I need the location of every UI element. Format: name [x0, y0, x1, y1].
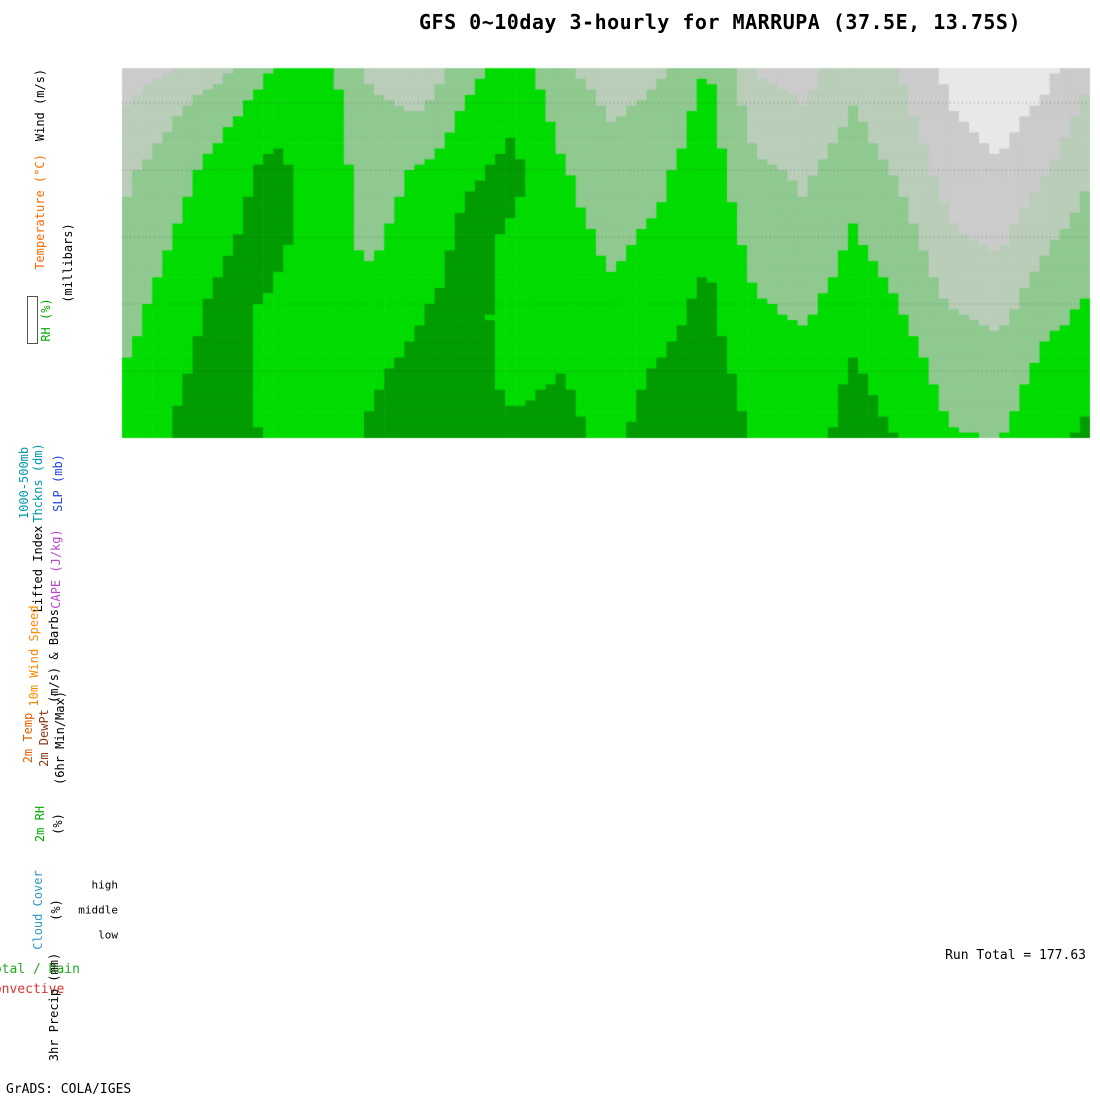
chart-title: GFS 0~10day 3-hourly for MARRUPA (37.5E,… [419, 10, 1021, 34]
cloud-row-label-low: low [98, 928, 118, 942]
cloud-row-label-high: high [91, 878, 119, 892]
y-axis-label-wind: Wind (m/s) [33, 68, 47, 142]
y-axis-label-rh: RH (%) [39, 298, 53, 342]
y-axis-label-cape: CAPE (J/kg) [49, 529, 63, 609]
y-axis-label-thickness-1: 1000-500mb [17, 446, 31, 520]
y-axis-label-cloud-pct: (%) [49, 899, 63, 921]
y-axis-label-3hr-precip: 3hr Precip (mm) [47, 952, 61, 1062]
y-axis-label-wind10-barbs: (m/s) & Barbs [47, 609, 61, 703]
y-axis-label-wind10-speed: 10m Wind Speed [27, 605, 41, 707]
y-axis-label-minmax: (6hr Min/Max) [53, 691, 67, 785]
y-axis-label-lifted-index: Lifted Index [31, 525, 45, 613]
legend-convective: Convective [0, 982, 65, 997]
y-axis-label-2m-rh-pct: (%) [51, 813, 65, 835]
legend-total-rain: Total / Rain [0, 962, 80, 977]
y-axis-label-millibars: (millibars) [61, 223, 75, 303]
run-total-text: Run Total = 177.63 [945, 948, 1086, 963]
grads-credit: GrADS: COLA/IGES [6, 1082, 132, 1097]
y-axis-label-2m-rh: 2m RH [33, 805, 47, 843]
y-axis-label-thickness-2: Thckns (dm) [31, 443, 45, 523]
y-axis-label-2m-dewpt: 2m DewPt [37, 709, 51, 767]
rh-colorbar [27, 296, 38, 344]
cloud-row-label-middle: middle [78, 903, 118, 917]
y-axis-label-cloud-cover: Cloud Cover [31, 870, 45, 950]
y-axis-label-slp: SLP (mb) [51, 454, 65, 512]
y-axis-label-temperature: Temperature (°C) [33, 154, 47, 270]
y-axis-label-2m-temp: 2m Temp [21, 712, 35, 764]
